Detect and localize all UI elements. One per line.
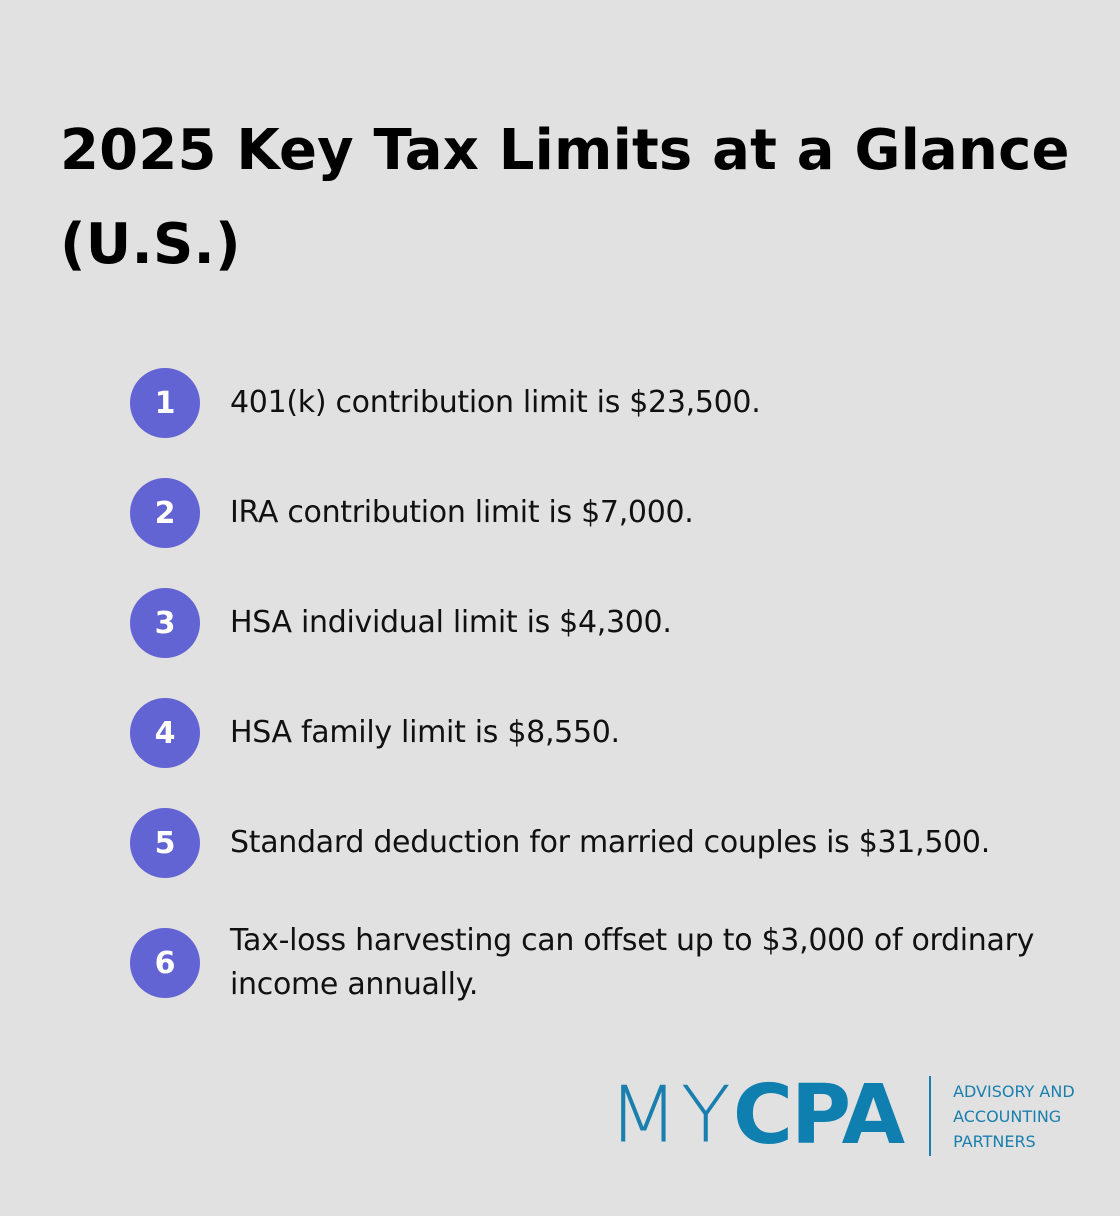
number-badge: 1 <box>130 368 200 438</box>
tagline-line: PARTNERS <box>953 1131 1036 1151</box>
item-text: 401(k) contribution limit is $23,500. <box>230 385 761 420</box>
number-badge: 4 <box>130 698 200 768</box>
logo-cpa: CPA <box>732 1068 905 1163</box>
mycpa-logo: MY CPA ADVISORY AND ACCOUNTING PARTNERS <box>608 1068 1075 1163</box>
number-badge: 3 <box>130 588 200 658</box>
list-item: 6 Tax-loss harvesting can offset up to $… <box>130 919 1060 1007</box>
list-item: 3 HSA individual limit is $4,300. <box>130 588 1060 658</box>
item-text: IRA contribution limit is $7,000. <box>230 495 694 530</box>
item-text: Tax-loss harvesting can offset up to $3,… <box>230 923 1035 1002</box>
list-item: 2 IRA contribution limit is $7,000. <box>130 478 1060 548</box>
tagline-line: ACCOUNTING <box>953 1106 1062 1126</box>
logo-divider <box>929 1076 932 1156</box>
logo-tagline: ADVISORY AND ACCOUNTING PARTNERS <box>953 1079 1075 1154</box>
page-title: 2025 Key Tax Limits at a Glance (U.S.) <box>60 118 1070 277</box>
number-badge: 2 <box>130 478 200 548</box>
list-item: 4 HSA family limit is $8,550. <box>130 698 1060 768</box>
item-text: HSA individual limit is $4,300. <box>230 605 672 640</box>
list-item: 5 Standard deduction for married couples… <box>130 808 1060 878</box>
item-text: Standard deduction for married couples i… <box>230 825 990 860</box>
list-item: 1 401(k) contribution limit is $23,500. <box>130 368 1060 438</box>
item-text: HSA family limit is $8,550. <box>230 715 620 750</box>
number-badge: 5 <box>130 808 200 878</box>
logo-my: MY <box>608 1070 733 1161</box>
tagline-line: ADVISORY AND <box>953 1081 1075 1101</box>
number-badge: 6 <box>130 928 200 998</box>
